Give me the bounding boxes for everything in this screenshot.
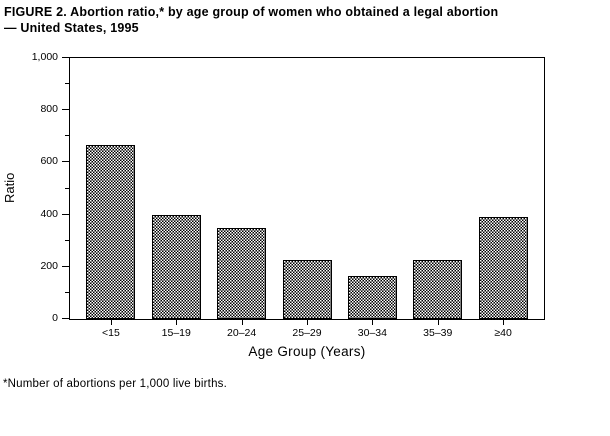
bar-slot-2: 15–19 [151, 58, 201, 339]
y-axis-tick-label: 0 [52, 312, 58, 324]
figure-title-line1: FIGURE 2. Abortion ratio,* by age group … [4, 5, 499, 19]
y-axis-minor-tick [65, 187, 69, 189]
x-category-label: 15–19 [161, 327, 191, 339]
bar-slot-4: 25–29 [282, 58, 332, 339]
y-axis-major-tick [62, 161, 69, 163]
y-axis-tick-label: 400 [40, 207, 58, 220]
x-axis-label: Age Group (Years) [248, 344, 366, 359]
bar-age-2024 [217, 227, 267, 319]
y-axis-major-tick [62, 57, 69, 58]
bar-age-40 [478, 217, 528, 319]
x-category-label: 25–29 [292, 327, 322, 339]
y-axis-tick-label: 200 [40, 259, 58, 272]
plot-area: <15 15–19 20–24 25–29 30–34 35–39 ≥40 [69, 57, 545, 339]
x-axis-tick [110, 319, 112, 325]
y-axis-minor-tick [65, 135, 69, 137]
y-axis-minor-tick [65, 83, 69, 85]
y-axis-major-tick [62, 265, 69, 267]
y-axis-label: Ratio [2, 172, 17, 203]
x-axis-tick [307, 319, 308, 325]
x-axis-tick [503, 319, 505, 325]
y-axis-tick-label: 800 [40, 103, 58, 116]
y-axis-minor-tick [65, 291, 69, 293]
bar-age-3034 [347, 275, 397, 319]
x-axis-tick [241, 319, 243, 325]
x-category-label: <15 [101, 327, 120, 339]
y-axis-minor-tick [65, 239, 69, 241]
y-axis-tick-label: 1,000 [31, 51, 58, 63]
figure-title: FIGURE 2. Abortion ratio,* by age group … [4, 4, 604, 36]
bar-slot-3: 20–24 [217, 58, 267, 339]
bar-age-15 [86, 145, 136, 319]
x-category-label: ≥40 [494, 327, 512, 339]
bar-slot-7: ≥40 [478, 58, 528, 339]
x-category-label: 30–34 [357, 327, 387, 339]
y-axis-major-tick [62, 213, 69, 215]
y-axis-major-tick [62, 109, 69, 111]
bar-slot-5: 30–34 [347, 58, 397, 339]
y-axis-major-tick [62, 318, 69, 319]
bar-slot-1: <15 [86, 58, 136, 339]
bar-age-2529 [282, 260, 332, 319]
x-category-label: 35–39 [423, 327, 453, 339]
x-axis-tick [372, 319, 374, 325]
bar-age-3539 [413, 260, 463, 319]
x-axis-tick [437, 319, 439, 325]
figure-title-line2: — United States, 1995 [4, 21, 139, 35]
x-axis-tick [176, 319, 178, 325]
bar-age-1519 [151, 214, 201, 319]
x-category-label: 20–24 [227, 327, 257, 339]
footnote: *Number of abortions per 1,000 live birt… [3, 378, 228, 390]
y-axis-tick-label: 600 [40, 155, 58, 168]
bar-slot-6: 35–39 [413, 58, 463, 339]
